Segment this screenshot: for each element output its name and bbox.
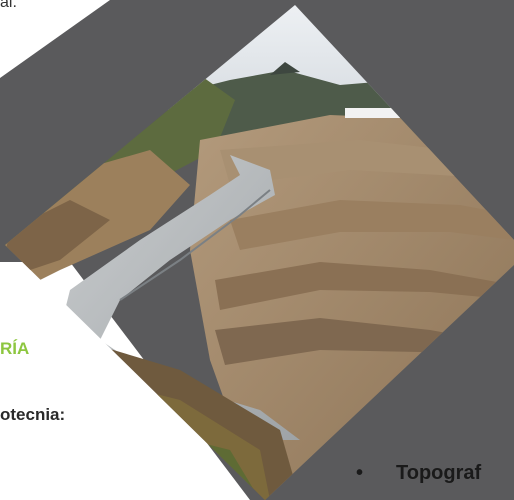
bullet-icon: • xyxy=(356,462,364,484)
list-item-label: Topograf xyxy=(396,462,482,484)
list-item-topografia: • Topograf xyxy=(356,462,481,485)
top-text: al. xyxy=(0,0,17,11)
geotecnia-label: otecnia: xyxy=(0,405,66,424)
section-title: RÍA xyxy=(0,339,30,358)
